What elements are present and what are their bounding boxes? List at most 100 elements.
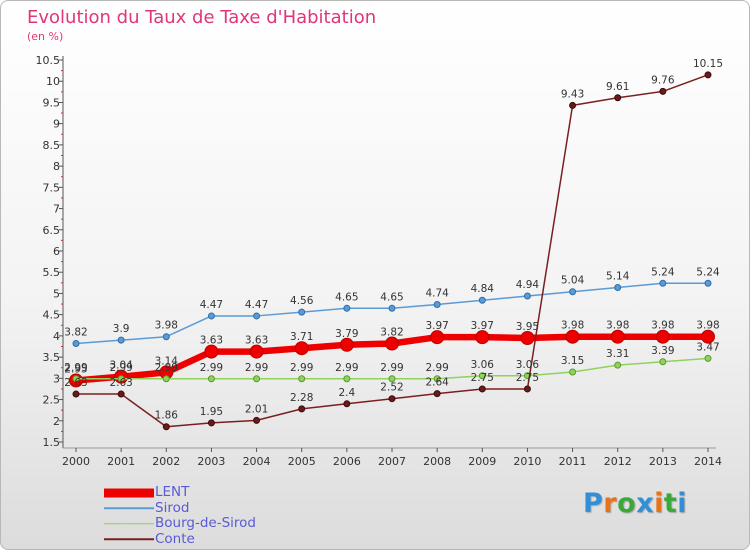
data-point-bourg-de-sirod <box>614 361 622 369</box>
data-label-lent: 3.63 <box>200 335 223 347</box>
legend-label: Sirod <box>155 499 190 516</box>
data-point-conte <box>343 400 351 408</box>
data-label-sirod: 4.47 <box>200 299 223 311</box>
data-label-conte: 2.4 <box>339 387 356 399</box>
data-label-lent: 3.04 <box>109 360 133 372</box>
data-label-bourg-de-sirod: 2.99 <box>380 362 403 374</box>
data-label-sirod: 3.98 <box>155 320 178 332</box>
data-point-conte <box>569 101 577 109</box>
data-point-bourg-de-sirod <box>298 375 306 383</box>
data-label-conte: 2.75 <box>471 372 494 384</box>
data-point-lent <box>430 330 445 345</box>
y-tick-label: 9 <box>53 118 60 131</box>
legend-swatch <box>104 538 154 540</box>
y-tick-label: 2.5 <box>43 394 61 407</box>
data-point-bourg-de-sirod <box>117 375 125 383</box>
x-tick-label: 2009 <box>468 455 496 468</box>
data-label-bourg-de-sirod: 2.99 <box>290 362 313 374</box>
y-tick-label: 7 <box>53 203 60 216</box>
data-point-conte <box>298 405 306 413</box>
data-label-conte: 2.63 <box>109 377 132 389</box>
data-label-lent: 3.97 <box>471 320 494 332</box>
data-label-lent: 3.98 <box>606 320 629 332</box>
data-label-sirod: 4.65 <box>380 291 403 303</box>
data-point-bourg-de-sirod <box>659 358 667 366</box>
data-point-lent <box>610 329 625 344</box>
x-tick-label: 2012 <box>604 455 632 468</box>
data-labels-layer: 2.95 3.04 3.14 3.63 3.63 3.71 3.79 3.82 3.97 3.97… <box>64 58 723 422</box>
x-tick-label: 2008 <box>423 455 451 468</box>
y-tick-label: 1.5 <box>43 436 61 449</box>
axes: 1.5 2 2.5 3 3.5 4 4.5 5 5.5 6 6.5 7 7.5 8 8.5 9 9.5 10 10.… <box>36 54 723 468</box>
data-label-conte: 1.95 <box>200 406 223 418</box>
data-label-bourg-de-sirod: 2.99 <box>425 362 448 374</box>
data-point-sirod <box>523 292 531 300</box>
data-label-bourg-de-sirod: 2.99 <box>64 362 87 374</box>
series-layer <box>69 71 715 431</box>
x-tick-label: 2007 <box>378 455 406 468</box>
data-point-lent <box>475 330 490 345</box>
x-tick-label: 2005 <box>288 455 316 468</box>
legend-swatch <box>104 488 154 498</box>
data-label-conte: 10.15 <box>693 58 723 70</box>
x-tick-label: 2010 <box>513 455 541 468</box>
data-label-sirod: 3.82 <box>64 327 87 339</box>
legend-swatch <box>104 507 154 509</box>
data-label-lent: 3.71 <box>290 331 313 343</box>
data-point-conte <box>614 94 622 102</box>
data-point-bourg-de-sirod <box>388 375 396 383</box>
data-label-conte: 9.61 <box>606 81 629 93</box>
data-point-conte <box>72 390 80 398</box>
data-point-conte <box>659 87 667 95</box>
data-label-bourg-de-sirod: 2.99 <box>200 362 223 374</box>
data-point-lent <box>294 341 309 356</box>
legend-label: Bourg-de-Sirod <box>155 515 256 531</box>
x-tick-label: 2001 <box>107 455 135 468</box>
proxiti-logo: Proxiti <box>583 488 688 519</box>
data-point-sirod <box>659 279 667 287</box>
data-label-lent: 2.95 <box>64 363 87 375</box>
y-tick-label: 10 <box>46 75 60 88</box>
data-point-sirod <box>72 340 80 348</box>
data-point-sirod <box>117 336 125 344</box>
data-point-sirod <box>298 308 306 316</box>
y-tick-label: 3 <box>53 372 60 385</box>
data-point-bourg-de-sirod <box>162 375 170 383</box>
data-point-conte <box>523 385 531 393</box>
data-label-sirod: 5.04 <box>561 275 585 287</box>
y-tick-label: 5 <box>53 287 60 300</box>
data-label-lent: 3.82 <box>380 327 403 339</box>
data-point-lent <box>339 337 354 352</box>
data-point-conte <box>478 385 486 393</box>
data-label-lent: 3.14 <box>155 355 179 367</box>
data-point-bourg-de-sirod <box>72 375 80 383</box>
data-label-bourg-de-sirod: 2.99 <box>245 362 268 374</box>
data-point-bourg-de-sirod <box>207 375 215 383</box>
data-point-sirod <box>569 288 577 296</box>
data-label-bourg-de-sirod: 2.99 <box>109 362 132 374</box>
data-point-conte <box>117 390 125 398</box>
data-label-bourg-de-sirod: 3.06 <box>471 359 495 371</box>
data-point-conte <box>433 390 441 398</box>
y-tick-label: 10.5 <box>36 54 61 67</box>
data-label-sirod: 5.24 <box>651 266 675 278</box>
chart-title: Evolution du Taux de Taxe d'Habitation <box>27 7 377 28</box>
data-point-bourg-de-sirod <box>704 354 712 362</box>
data-label-sirod: 5.14 <box>606 271 630 283</box>
data-label-conte: 2.63 <box>64 377 87 389</box>
data-label-lent: 3.79 <box>335 328 358 340</box>
data-label-conte: 1.86 <box>155 410 179 422</box>
legend-label: LENT <box>155 484 190 500</box>
data-label-lent: 3.63 <box>245 335 268 347</box>
data-label-sirod: 4.94 <box>516 279 540 291</box>
data-point-sirod <box>388 304 396 312</box>
data-label-sirod: 4.47 <box>245 299 268 311</box>
data-label-conte: 2.01 <box>245 403 268 415</box>
legend-label: Conte <box>155 530 195 547</box>
data-point-sirod <box>162 333 170 341</box>
data-point-bourg-de-sirod <box>253 375 261 383</box>
x-tick-label: 2006 <box>333 455 361 468</box>
data-point-lent <box>520 331 535 346</box>
